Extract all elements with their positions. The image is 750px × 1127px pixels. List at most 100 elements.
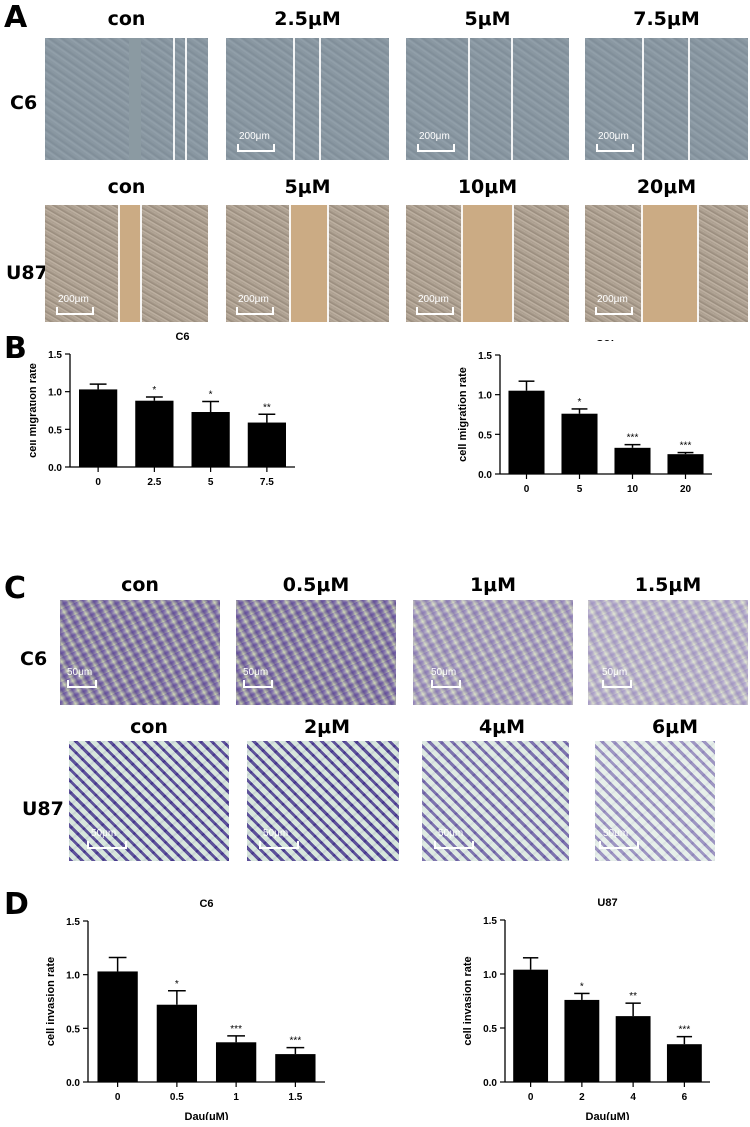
row-label-c6: C6 [10,92,38,114]
scale-bar-label: 50μm [431,667,457,678]
scale-bar-label: 200μm [597,294,628,305]
bar [561,413,598,474]
row-label-c6: C6 [20,648,48,670]
y-tick-label: 0.5 [483,1024,497,1035]
bar [564,999,600,1082]
x-tick-label: 5 [577,484,583,495]
x-tick-label: 2.5 [147,477,161,488]
panel-label-b: B [4,331,27,366]
scale-bar-label: 50μm [603,828,629,839]
significance-marker: * [152,385,156,396]
x-tick-label: 4 [630,1092,636,1103]
x-tick-label: 7.5 [260,477,274,488]
bar [508,390,545,474]
column-label: 5μM [464,8,511,30]
column-label: 1.5μM [634,574,702,596]
micrograph: 200μm [45,205,208,322]
x-tick-label: 0 [528,1092,534,1103]
significance-marker: *** [679,1025,691,1036]
x-tick-label: 1 [233,1092,239,1103]
bar [97,971,138,1082]
column-label: 1μM [469,574,517,596]
micrograph: 50μm [247,741,399,861]
y-tick-label: 0.0 [483,1078,497,1089]
x-tick-label: 0 [115,1092,121,1103]
column-label: 6μM [651,716,699,738]
x-tick-label: 2 [579,1092,585,1103]
micrograph: 200μm [45,38,208,160]
bar [135,400,174,467]
significance-marker: *** [230,1024,242,1035]
bar [513,969,549,1082]
bar [79,389,118,467]
y-tick-label: 0.5 [478,430,492,441]
scale-bar-label: 50μm [67,667,93,678]
scale-bar-label: 50μm [438,828,464,839]
panel-label-a: A [4,0,28,35]
scale-bar-label: 200μm [598,131,629,142]
y-axis-label: cell migration rate [30,363,39,458]
micrograph: 50μm [422,741,569,861]
column-label: 20μM [636,176,697,198]
bar [666,1044,702,1082]
bar [247,422,286,467]
y-axis-label: cell invasion rate [45,957,57,1046]
y-tick-label: 1.5 [48,350,62,361]
significance-marker: * [175,979,179,990]
column-label: 10μM [457,176,518,198]
significance-marker: * [578,397,582,408]
y-tick-label: 1.0 [66,971,80,982]
row-label-u87: U87 [22,798,64,820]
y-tick-label: 0.0 [478,470,492,481]
significance-marker: * [580,981,584,992]
micrograph: 200μm [226,205,389,322]
micrograph: 200μm [585,205,748,322]
x-tick-label: 0.5 [170,1092,184,1103]
y-tick-label: 1.0 [478,391,492,402]
x-tick-label: 10 [627,484,639,495]
column-label: con [121,574,159,596]
x-tick-label: 1.5 [288,1092,302,1103]
row-label-u87: U87 [6,262,48,284]
scale-bar-label: 50μm [243,667,269,678]
significance-marker: ** [263,402,271,413]
scale-bar-label: 200μm [418,294,449,305]
scale-bar-label: 200μm [238,294,269,305]
x-tick-label: 5 [208,477,214,488]
scale-bar-label: 50μm [602,667,628,678]
y-tick-label: 0.5 [66,1024,80,1035]
column-label: con [107,176,146,198]
micrograph: 50μm [413,600,573,705]
x-tick-label: 0 [524,484,530,495]
column-label: 7.5μM [633,8,700,30]
y-tick-label: 1.5 [478,351,492,362]
panel-label-c: C [4,571,27,606]
significance-marker: *** [627,433,639,444]
x-axis-label: Dau(μM) [586,1111,630,1120]
bar [215,1042,257,1082]
chart-d-u87: U87 0.0 0.5 1.0 1.5 cell invasion rate 0 * 2 ** 4 *… [462,897,710,1120]
scale-bar-label: 200μm [239,131,270,142]
micrograph: 50μm [588,600,748,705]
bar [275,1054,316,1082]
column-label: 2μM [303,716,351,738]
bar [615,1016,651,1082]
x-axis-label: Dau(μM) [185,1111,229,1120]
y-tick-label: 0.0 [48,463,62,474]
y-axis-label: cell migration rate [457,367,469,462]
column-label: 0.5μM [282,574,350,596]
chart-title: U87 [596,340,616,344]
chart-title: C6 [175,331,189,343]
y-tick-label: 1.0 [483,970,497,981]
bar [667,454,704,474]
column-label: 2.5μM [274,8,341,30]
chart-title: C6 [199,898,213,910]
chart-d-c6: C6 0.0 0.5 1.0 1.5 cell invasion rate 0 * 0.5 ***… [45,898,325,1120]
significance-marker: *** [290,1036,302,1047]
significance-marker: * [209,389,213,400]
micrograph: 200μm [226,38,389,160]
scale-bar-label: 50μm [91,828,117,839]
x-tick-label: 20 [680,484,692,495]
column-label: con [107,8,146,30]
bar [614,447,651,474]
